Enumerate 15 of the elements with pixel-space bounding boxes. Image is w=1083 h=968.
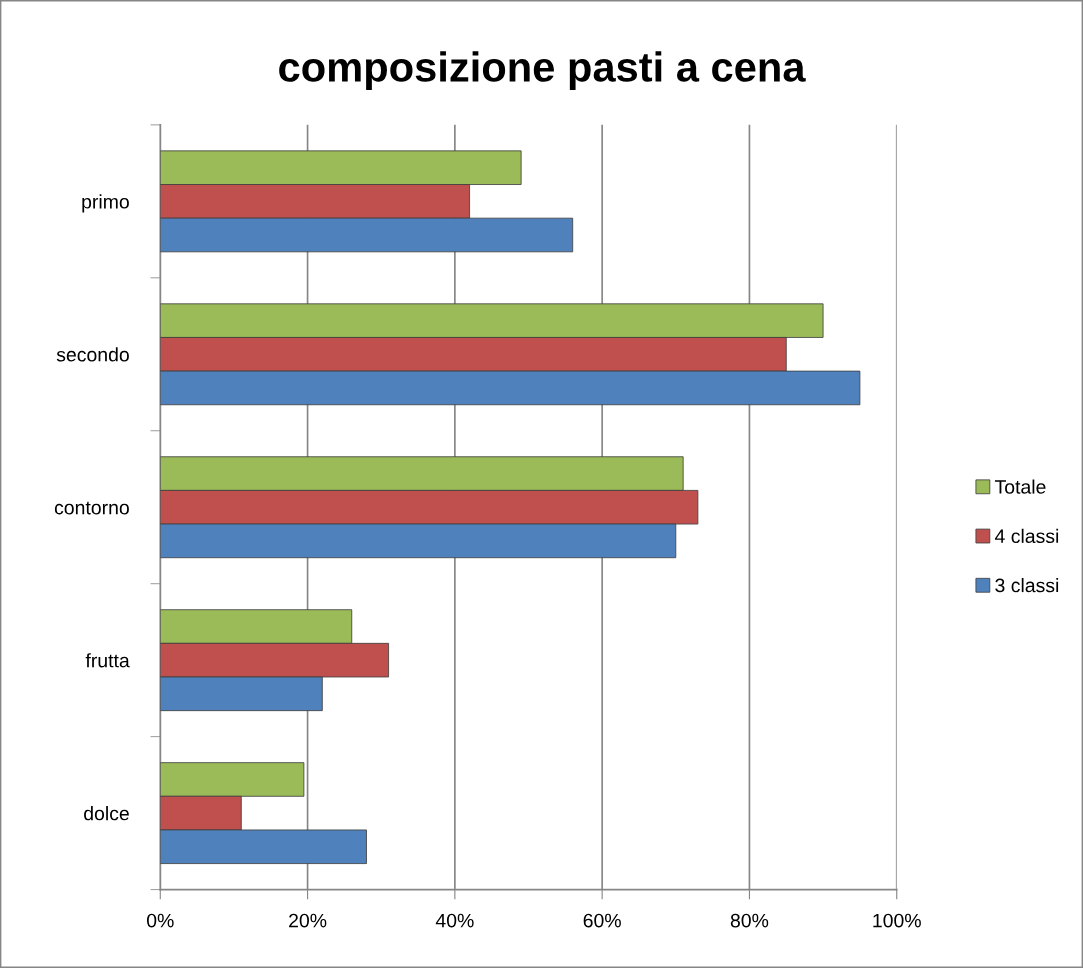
y-tick-label: contorno (54, 501, 129, 515)
legend-label: 4 classi (994, 528, 1059, 544)
x-tick-label: 0% (146, 913, 174, 928)
y-tick-label: secondo (56, 347, 129, 362)
x-tick-label: 100% (873, 913, 921, 928)
legend-label: 3 classi (995, 577, 1059, 593)
x-tick-label: 80% (730, 913, 769, 928)
legend-label: Totale (994, 479, 1046, 494)
y-tick-label: frutta (85, 653, 130, 668)
x-tick-label: 40% (435, 913, 474, 928)
x-tick-label: 20% (289, 913, 327, 928)
x-tick-label: 60% (583, 913, 621, 928)
y-tick-label: dolce (84, 806, 129, 821)
chart-title: composizione pasti a cena (279, 51, 806, 91)
y-tick-label: primo (82, 194, 129, 213)
